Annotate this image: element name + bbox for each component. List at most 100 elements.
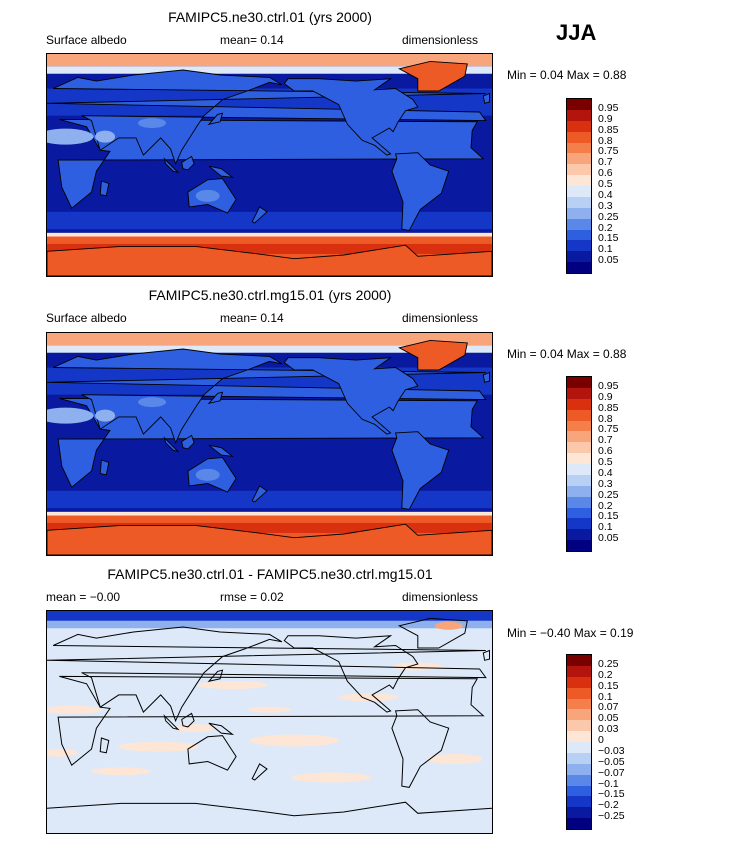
arctic-edge xyxy=(47,345,492,353)
panel-3-map xyxy=(46,610,493,834)
colorbar-swatch xyxy=(567,398,591,410)
diff-positive-patch xyxy=(338,693,399,702)
land-namerica xyxy=(283,78,419,156)
land-greenland xyxy=(398,60,468,92)
colorbar-tick-label: 0.05 xyxy=(598,254,619,267)
colorbar-swatch xyxy=(567,409,591,421)
colorbar-tick-label: 0.3 xyxy=(598,477,613,490)
colorbar-tick-label: 0.5 xyxy=(598,178,613,190)
diff-positive-patch xyxy=(47,705,102,714)
arctic-ice xyxy=(47,54,492,67)
coast-sumatra xyxy=(163,714,180,731)
colorbar-swatch xyxy=(567,207,591,219)
colorbar-tick-label: 0.4 xyxy=(598,188,613,201)
colorbar-swatch xyxy=(567,687,591,699)
colorbar-tick-label: 0.9 xyxy=(598,390,613,403)
tibet-high-albedo xyxy=(138,118,167,129)
coast-africa xyxy=(57,675,485,766)
colorbar-swatch xyxy=(567,240,591,252)
colorbar-tick-label: −0.07 xyxy=(598,766,625,779)
land-samerica xyxy=(391,152,450,231)
greenland-diff xyxy=(434,621,463,630)
colorbar-swatch xyxy=(567,453,591,464)
colorbar-swatch xyxy=(567,720,591,732)
panel-3-colorbar xyxy=(566,654,592,830)
colorbar-swatch xyxy=(567,665,591,677)
colorbar-tick-label: 0.4 xyxy=(598,466,613,479)
land-namerica xyxy=(283,357,419,435)
colorbar-swatch xyxy=(567,196,591,208)
coast-namerica xyxy=(283,635,419,713)
panel-3-rmse-label: rmse = 0.02 xyxy=(220,590,284,604)
panel-2-title: FAMIPC5.ne30.ctrl.mg15.01 (yrs 2000) xyxy=(148,287,392,303)
panel-3-title: FAMIPC5.ne30.ctrl.01 - FAMIPC5.ne30.ctrl… xyxy=(107,566,433,582)
arctic-ice xyxy=(47,333,492,346)
panel-1-mean-label: mean= 0.14 xyxy=(220,33,284,47)
diff-positive-patch xyxy=(426,754,483,764)
coast-newguinea xyxy=(208,722,235,735)
land-britain xyxy=(482,371,490,383)
coast-samerica xyxy=(391,709,450,788)
colorbar-tick-label: 0.1 xyxy=(598,521,613,534)
panel-2-units-label: dimensionless xyxy=(402,311,479,325)
land-borneo xyxy=(181,434,195,450)
colorbar-swatch xyxy=(567,420,591,432)
colorbar-swatch xyxy=(567,742,591,753)
land-samerica xyxy=(391,431,450,510)
colorbar-swatch xyxy=(567,496,591,508)
colorbar-swatch xyxy=(567,474,591,486)
colorbar-swatch xyxy=(567,262,591,273)
colorbar-tick-label: 0.1 xyxy=(598,243,613,256)
colorbar-tick-label: 0.15 xyxy=(598,510,619,523)
colorbar-tick-label: 0.6 xyxy=(598,167,613,180)
colorbar-swatch xyxy=(567,229,591,241)
colorbar-tick-label: −0.25 xyxy=(598,810,625,823)
colorbar-tick-label: 0.75 xyxy=(598,423,619,436)
colorbar-swatch xyxy=(567,464,591,475)
colorbar-tick-label: 0 xyxy=(598,734,604,746)
colorbar-swatch xyxy=(567,676,591,688)
colorbar-swatch xyxy=(567,518,591,530)
colorbar-tick-label: 0.1 xyxy=(598,690,613,703)
panel-3-mean-label: mean = −0.00 xyxy=(46,590,121,604)
colorbar-tick-label: 0.25 xyxy=(598,210,619,223)
colorbar-tick-label: 0.25 xyxy=(598,657,619,670)
australia-desert xyxy=(195,189,220,202)
land-britain xyxy=(482,92,490,104)
colorbar-swatch xyxy=(567,109,591,121)
colorbar-tick-label: 0.25 xyxy=(598,488,619,501)
panel-2-minmax: Min = 0.04 Max = 0.88 xyxy=(507,347,627,361)
colorbar-swatch xyxy=(567,175,591,186)
arctic-diff-band xyxy=(47,611,492,621)
panel-2-variable-label: Surface albedo xyxy=(46,311,127,325)
ocean-midlat-south xyxy=(47,211,492,230)
land-sumatra xyxy=(163,436,180,453)
colorbar-tick-label: 0.2 xyxy=(598,499,613,512)
panel-1-variable-label: Surface albedo xyxy=(46,33,127,47)
colorbar-tick-label: −0.05 xyxy=(598,755,625,768)
colorbar-tick-label: 0.3 xyxy=(598,199,613,212)
colorbar-swatch xyxy=(567,431,591,443)
panel-3-units-label: dimensionless xyxy=(402,590,479,604)
sea-ice-edge xyxy=(47,511,492,518)
coast-eurasia xyxy=(47,626,487,723)
colorbar-tick-label: −0.1 xyxy=(598,777,619,790)
colorbar-swatch xyxy=(567,774,591,786)
colorbar-tick-label: 0.03 xyxy=(598,723,619,736)
diff-positive-patch xyxy=(197,681,268,689)
land-japan xyxy=(207,112,224,126)
colorbar-tick-label: 0.2 xyxy=(598,221,613,234)
colorbar-tick-label: 0.6 xyxy=(598,445,613,458)
panel-2-mean-label: mean= 0.14 xyxy=(220,311,284,325)
panel-1-map xyxy=(46,53,493,277)
land-japan xyxy=(207,391,224,405)
land-antarctica xyxy=(47,244,492,276)
colorbar-tick-label: 0.9 xyxy=(598,112,613,125)
colorbar-tick-label: 0.8 xyxy=(598,134,613,147)
colorbar-swatch xyxy=(567,131,591,143)
colorbar-swatch xyxy=(567,485,591,497)
colorbar-swatch xyxy=(567,186,591,197)
colorbar-swatch xyxy=(567,785,591,797)
panel-1-title: FAMIPC5.ne30.ctrl.01 (yrs 2000) xyxy=(168,9,372,25)
sahara-high-albedo xyxy=(47,407,94,424)
